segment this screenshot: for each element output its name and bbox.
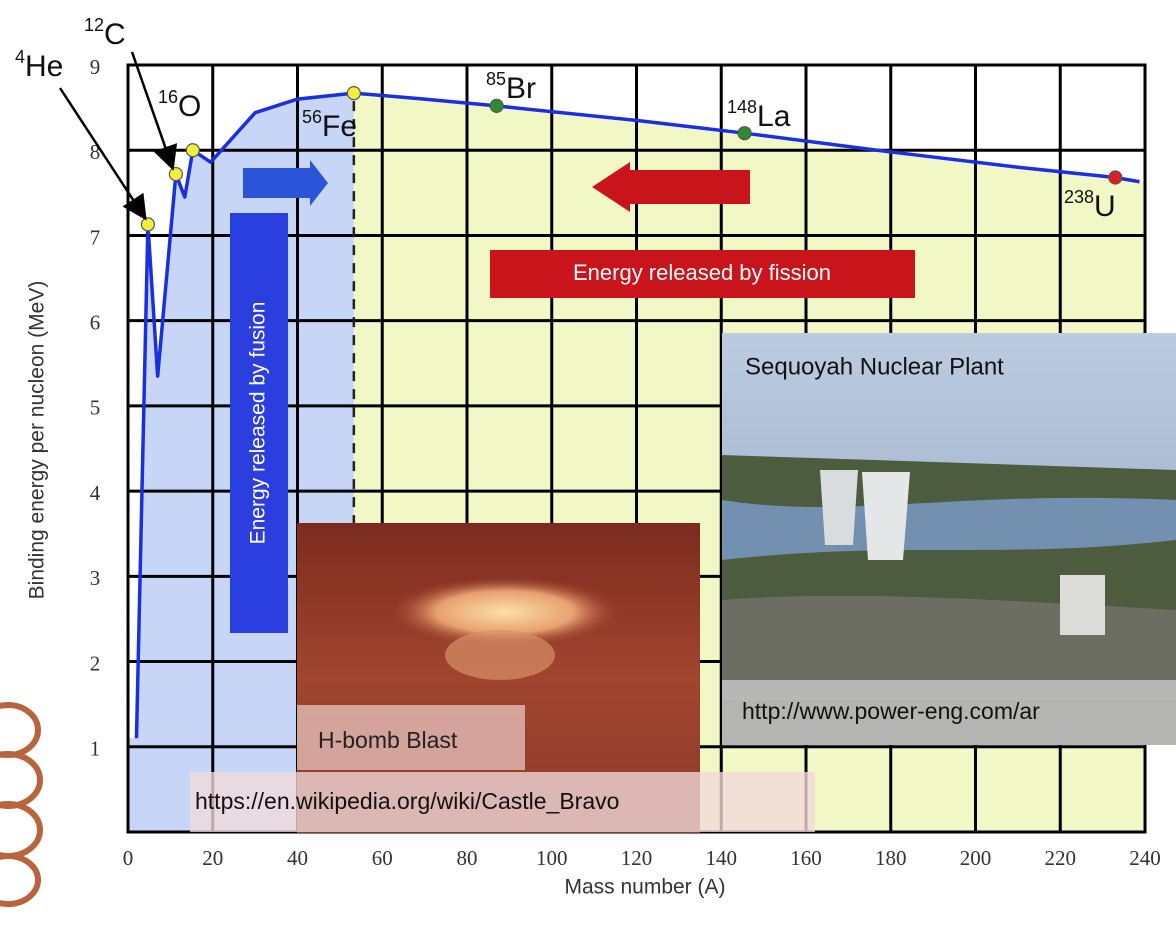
element-symbol: Fe [322, 110, 357, 143]
nuclide-marker [737, 126, 752, 141]
mass-number: 85 [486, 69, 506, 89]
y-tick-label: 1 [90, 737, 101, 761]
blast-cloud [390, 577, 620, 647]
fusion-label: Energy released by fusion [247, 302, 270, 545]
y-tick-label: 4 [90, 481, 101, 505]
coil [0, 702, 43, 907]
x-tick-label: 40 [287, 846, 308, 870]
element-symbol: La [757, 100, 791, 133]
annotations: Energy released by fusion Energy release… [230, 160, 915, 633]
photo-source: http://www.power-eng.com/ar [742, 698, 1040, 724]
x-tick-label: 220 [1045, 846, 1077, 870]
x-axis-title: Mass number (A) [564, 876, 725, 899]
fusion-arrow [243, 160, 328, 206]
element-symbol: Br [506, 72, 536, 105]
binding-energy-curve [134, 91, 1140, 739]
mass-number: 4 [15, 47, 25, 67]
caption-box [297, 705, 525, 770]
y-tick-label: 2 [90, 651, 101, 675]
mass-number: 56 [302, 107, 322, 127]
photo-source: https://en.wikipedia.org/wiki/Castle_Bra… [195, 788, 619, 814]
photo-caption: Sequoyah Nuclear Plant [745, 353, 1004, 380]
nuclide-marker [140, 217, 156, 232]
pointer-arrow [130, 51, 178, 171]
x-tick-label: 20 [202, 846, 223, 870]
photo-caption: H-bomb Blast [318, 727, 458, 753]
photos: H-bomb Blast https://en.wikipedia.org/wi… [190, 333, 1176, 833]
nuclide-marker [346, 86, 361, 101]
x-tick-label: 100 [536, 846, 568, 870]
nuclide-marker [168, 166, 183, 182]
fission-box [490, 250, 915, 298]
x-tick-label: 140 [706, 846, 738, 870]
nuclide-label: 85Br [486, 69, 536, 105]
nuclide-label: 56Fe [302, 107, 357, 143]
cooling-tower [862, 472, 910, 560]
y-axis-title: Binding energy per nucleon (MeV) [26, 281, 49, 600]
mass-number: 16 [158, 87, 178, 107]
x-tick-label: 160 [790, 846, 822, 870]
fission-arrow [592, 162, 750, 212]
y-tick-label: 5 [90, 396, 101, 420]
x-tick-label: 180 [875, 846, 907, 870]
nuclide-marker [489, 98, 504, 114]
element-symbol: C [104, 18, 126, 51]
mass-number: 238 [1064, 187, 1094, 207]
element-symbol: U [1094, 190, 1116, 223]
cooling-tower [820, 470, 858, 545]
fission-label: Energy released by fission [573, 260, 831, 285]
y-tick-label: 8 [90, 140, 101, 164]
x-tick-label: 240 [1129, 846, 1161, 870]
source-box [190, 772, 815, 832]
nuclide-label: 238U [1064, 187, 1116, 223]
x-tick-label: 80 [457, 846, 478, 870]
nuclide-label: 16O [158, 87, 201, 123]
y-tick-label: 6 [90, 310, 101, 334]
nuclide-marker [1108, 170, 1123, 185]
coil-loop [0, 751, 43, 809]
y-tick-label: 7 [90, 225, 101, 249]
mass-number: 12 [84, 15, 104, 35]
nuclide-label: 148La [727, 97, 791, 133]
coil-loop [0, 702, 41, 758]
source-box [722, 680, 1176, 745]
fusion-box [230, 213, 288, 633]
nuclide-label: 4He [15, 47, 63, 83]
element-symbol: He [25, 50, 63, 83]
coil-loop [0, 801, 43, 859]
x-tick-label: 60 [372, 846, 393, 870]
x-tick-label: 120 [621, 846, 653, 870]
curve-layer [134, 86, 1140, 739]
nuclide-marker [185, 143, 200, 158]
nuclide-label: 12C [84, 15, 126, 51]
pointer-arrow [58, 87, 147, 221]
coil-loop [0, 853, 41, 907]
y-tick-label: 3 [90, 566, 101, 590]
mass-number: 148 [727, 97, 757, 117]
y-tick-label: 9 [90, 55, 101, 79]
reactor [1060, 575, 1105, 635]
element-symbol: O [178, 90, 201, 123]
blast-stem [445, 630, 555, 680]
x-tick-label: 200 [960, 846, 992, 870]
labels: 0 20 40 60 80 100 120 140 160 180 200 220 2401234567… [15, 15, 1161, 870]
x-tick-label: 0 [123, 846, 134, 870]
